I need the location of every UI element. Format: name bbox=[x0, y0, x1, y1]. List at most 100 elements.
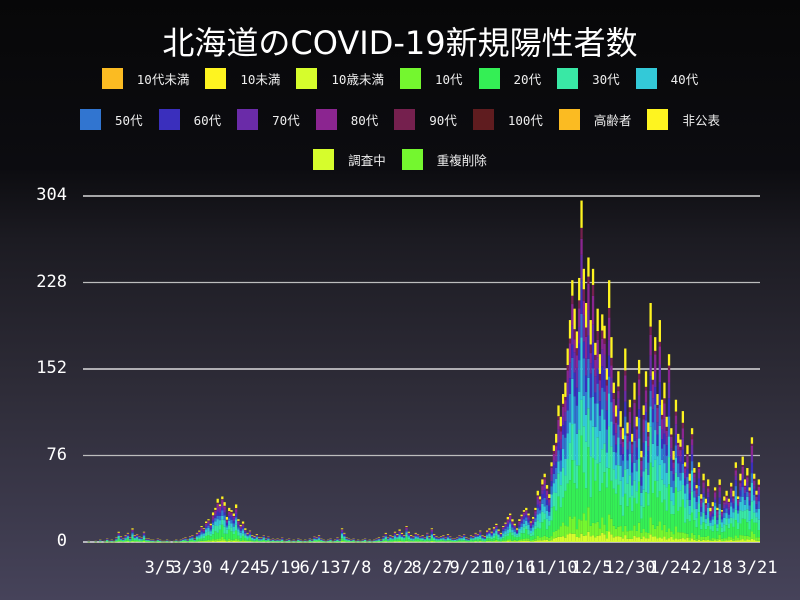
bar-segment bbox=[135, 536, 139, 538]
bar-segment bbox=[587, 283, 590, 311]
bar-segment bbox=[428, 537, 431, 538]
bar-segment bbox=[525, 525, 528, 530]
bar-segment bbox=[663, 484, 666, 500]
bar-segment bbox=[218, 515, 222, 521]
legend-item[interactable]: 90代 bbox=[394, 109, 457, 130]
bar-segment bbox=[718, 487, 721, 492]
bar-segment bbox=[499, 535, 503, 537]
bar-segment bbox=[126, 535, 130, 537]
bar-segment bbox=[552, 492, 556, 507]
bar-segment bbox=[403, 535, 406, 536]
legend-item[interactable]: 20代 bbox=[478, 68, 541, 89]
bar-segment bbox=[727, 540, 731, 542]
legend-item[interactable]: 重複削除 bbox=[401, 149, 487, 170]
bar-segment bbox=[753, 485, 756, 489]
legend-item[interactable]: 80代 bbox=[315, 109, 378, 130]
bar-segment bbox=[711, 516, 714, 520]
bar-segment bbox=[631, 511, 634, 531]
bar-segment bbox=[704, 523, 708, 530]
bar-segment bbox=[612, 451, 615, 470]
bar-segment bbox=[679, 538, 682, 542]
bar-segment bbox=[559, 526, 562, 537]
bar-segment bbox=[430, 532, 434, 534]
bar-segment bbox=[502, 540, 505, 542]
bar-segment bbox=[736, 537, 740, 541]
legend-item[interactable]: 10歳未満 bbox=[296, 68, 384, 89]
bar-segment bbox=[131, 530, 134, 531]
bar-segment bbox=[317, 535, 321, 536]
bar-segment bbox=[200, 530, 203, 533]
bar-segment bbox=[377, 539, 381, 541]
bar-segment bbox=[732, 490, 735, 497]
legend-row-2: 50代 60代 70代 80代 90代 100代 高齢者 非公表 bbox=[0, 109, 800, 130]
bar-segment bbox=[548, 537, 551, 541]
bar-segment bbox=[518, 539, 521, 542]
bar-segment bbox=[513, 523, 516, 526]
bar-segment bbox=[382, 538, 385, 540]
bar-segment bbox=[548, 494, 551, 499]
bar-segment bbox=[504, 528, 507, 532]
bar-segment bbox=[716, 517, 719, 520]
bar-segment bbox=[207, 535, 210, 540]
bar-segment bbox=[253, 540, 256, 542]
bar-segment bbox=[221, 500, 224, 505]
bar-segment bbox=[677, 442, 680, 445]
legend-item[interactable]: 非公表 bbox=[647, 109, 720, 130]
bar-segment bbox=[612, 398, 615, 413]
bar-segment bbox=[608, 468, 611, 515]
legend-item[interactable]: 100代 bbox=[472, 109, 543, 130]
bar-segment bbox=[626, 531, 629, 539]
bar-segment bbox=[587, 377, 590, 409]
bar-segment bbox=[264, 540, 268, 541]
legend-item[interactable]: 50代 bbox=[80, 109, 143, 130]
bar-segment bbox=[251, 538, 254, 540]
bar-segment bbox=[697, 512, 701, 535]
bar-segment bbox=[582, 472, 585, 514]
bar-segment bbox=[124, 540, 127, 542]
bar-segment bbox=[502, 527, 505, 529]
legend-item[interactable]: 10代未満 bbox=[101, 68, 189, 89]
bar-segment bbox=[725, 502, 728, 505]
bar-segment bbox=[239, 527, 242, 530]
legend-item[interactable]: 30代 bbox=[557, 68, 620, 89]
bar-segment bbox=[727, 514, 731, 519]
legend-item[interactable]: 70代 bbox=[237, 109, 300, 130]
bar-segment bbox=[725, 513, 728, 519]
bar-segment bbox=[619, 411, 622, 427]
legend-item[interactable]: 40代 bbox=[635, 68, 698, 89]
bar-segment bbox=[584, 392, 588, 415]
bar-segment bbox=[495, 530, 498, 534]
bar-segment bbox=[430, 529, 434, 530]
bar-segment bbox=[225, 519, 229, 521]
bar-segment bbox=[497, 531, 500, 533]
bar-segment bbox=[684, 507, 687, 523]
legend-item[interactable]: 調査中 bbox=[313, 149, 386, 170]
bar-segment bbox=[393, 536, 397, 539]
legend-item[interactable]: 10代 bbox=[399, 68, 463, 89]
bar-segment bbox=[598, 528, 602, 536]
bar-segment bbox=[677, 491, 680, 511]
bar-segment bbox=[642, 419, 645, 432]
legend-item[interactable]: 60代 bbox=[158, 109, 221, 130]
bar-segment bbox=[566, 410, 569, 434]
bar-segment bbox=[407, 537, 410, 540]
bar-segment bbox=[693, 539, 696, 542]
bar-segment bbox=[637, 395, 641, 410]
bar-segment bbox=[403, 539, 406, 542]
bar-segment bbox=[614, 444, 618, 453]
bar-segment bbox=[237, 525, 240, 528]
bar-segment bbox=[601, 517, 604, 533]
bar-segment bbox=[426, 535, 429, 537]
bar-segment bbox=[182, 541, 185, 542]
bar-segment bbox=[573, 423, 576, 461]
legend-item[interactable]: 高齢者 bbox=[558, 109, 631, 130]
x-tick-label: 12/30 bbox=[604, 558, 656, 578]
bar-segment bbox=[534, 515, 537, 519]
legend-item[interactable]: 10未満 bbox=[205, 68, 280, 89]
bar-segment bbox=[711, 538, 714, 541]
bar-segment bbox=[697, 467, 701, 469]
bar-segment bbox=[725, 508, 728, 514]
bar-segment bbox=[561, 406, 565, 417]
bar-segment bbox=[603, 391, 606, 420]
bar-segment bbox=[723, 531, 726, 539]
